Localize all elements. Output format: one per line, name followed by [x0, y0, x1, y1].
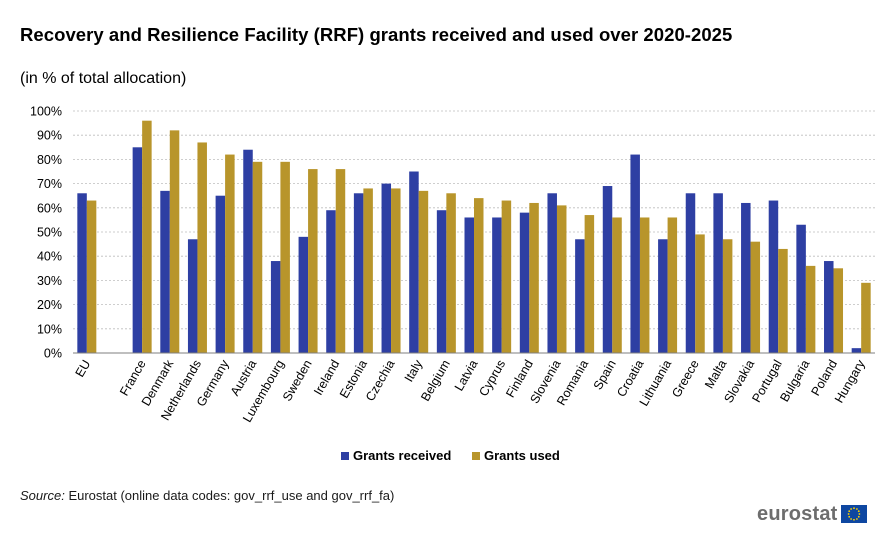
bar-grants-received — [326, 210, 336, 353]
bar-grants-used — [750, 241, 761, 353]
legend-swatch-grants-used — [472, 452, 480, 460]
bar-grants-used — [639, 217, 650, 353]
y-tick-label: 100% — [30, 105, 62, 119]
x-tick-label: Malta — [702, 357, 729, 391]
bar-grants-received — [741, 202, 751, 353]
bar-grants-received — [492, 217, 502, 353]
bar-grants-used — [363, 188, 373, 353]
bar-grants-used — [308, 169, 318, 353]
bar-grants-used — [474, 198, 484, 353]
bar-grants-received — [160, 190, 170, 353]
bar-grants-received — [381, 183, 392, 353]
bar-grants-received — [436, 210, 447, 353]
bar-grants-used — [391, 188, 401, 353]
bar-grants-used — [86, 200, 97, 353]
eu-flag-icon — [840, 505, 867, 523]
bar-grants-received — [77, 193, 87, 353]
bar-grants-used — [667, 217, 678, 353]
source-label: Source: — [20, 488, 65, 503]
source-text: Eurostat (online data codes: gov_rrf_use… — [68, 488, 395, 503]
x-tick-label: Italy — [402, 357, 426, 385]
y-tick-label: 0% — [44, 347, 62, 361]
source-note: Source: Eurostat (online data codes: gov… — [20, 488, 394, 504]
legend-swatch-grants-received — [341, 452, 349, 460]
bar-grants-received — [215, 195, 226, 353]
bar-grants-used — [446, 193, 456, 353]
y-tick-label: 90% — [37, 129, 62, 143]
bar-grants-received — [796, 224, 806, 353]
y-tick-label: 30% — [37, 274, 62, 288]
bar-grants-received — [187, 239, 198, 353]
bar-grants-received — [602, 186, 613, 353]
bar-grants-used — [501, 200, 512, 353]
bar-grants-received — [132, 147, 143, 353]
legend-label-grants-received: Grants received — [353, 448, 451, 463]
chart-title: Recovery and Resilience Facility (RRF) g… — [20, 24, 733, 45]
logo-text: eurostat — [757, 502, 838, 525]
bar-grants-used — [142, 120, 152, 354]
bar-grants-received — [685, 193, 696, 353]
bar-grants-received — [658, 239, 668, 353]
bar-grants-used — [778, 248, 788, 353]
bar-grants-received — [768, 200, 779, 353]
bar-grants-used — [197, 142, 207, 353]
bar-grants-used — [418, 190, 429, 353]
bar-chart: 0%10%20%30%40%50%60%70%80%90%100%EU Franc… — [30, 105, 875, 463]
eurostat-logo: eurostat — [757, 503, 867, 525]
bar-grants-used — [335, 169, 346, 353]
bar-grants-used — [612, 217, 622, 353]
bar-grants-used — [695, 234, 705, 353]
x-tick-label: EU — [73, 358, 94, 380]
bar-grants-used — [861, 282, 871, 353]
bar-grants-used — [833, 268, 844, 353]
bar-grants-received — [713, 193, 723, 353]
bar-grants-used — [280, 161, 290, 353]
legend-label-grants-used: Grants used — [484, 448, 560, 463]
y-tick-label: 20% — [37, 298, 62, 312]
chart-subtitle: (in % of total allocation) — [20, 70, 187, 87]
y-tick-label: 50% — [37, 226, 62, 240]
y-tick-label: 60% — [37, 201, 62, 215]
bar-grants-received — [270, 261, 281, 353]
bar-grants-received — [243, 149, 253, 353]
bar-grants-used — [529, 202, 539, 353]
bar-grants-used — [805, 265, 816, 353]
bar-grants-used — [556, 205, 567, 353]
bar-grants-received — [353, 193, 364, 353]
x-tick-label: Latvia — [452, 357, 481, 393]
bar-grants-received — [464, 217, 474, 353]
x-tick-label: Spain — [591, 357, 619, 392]
x-tick-label: Greece — [669, 357, 702, 400]
y-tick-label: 70% — [37, 177, 62, 191]
bar-grants-received — [851, 348, 862, 353]
bar-grants-received — [630, 154, 640, 353]
bar-grants-used — [252, 161, 263, 353]
y-tick-label: 80% — [37, 153, 62, 167]
bar-grants-used — [722, 239, 733, 353]
y-tick-label: 40% — [37, 250, 62, 264]
bar-grants-received — [519, 212, 530, 353]
bar-grants-received — [409, 171, 419, 353]
bar-grants-received — [547, 193, 557, 353]
y-tick-label: 10% — [37, 322, 62, 336]
bar-grants-used — [225, 154, 235, 353]
bar-grants-used — [169, 130, 180, 353]
bar-grants-received — [824, 261, 834, 353]
bar-grants-received — [575, 239, 585, 353]
bar-grants-used — [584, 215, 595, 353]
bar-grants-received — [298, 236, 309, 353]
